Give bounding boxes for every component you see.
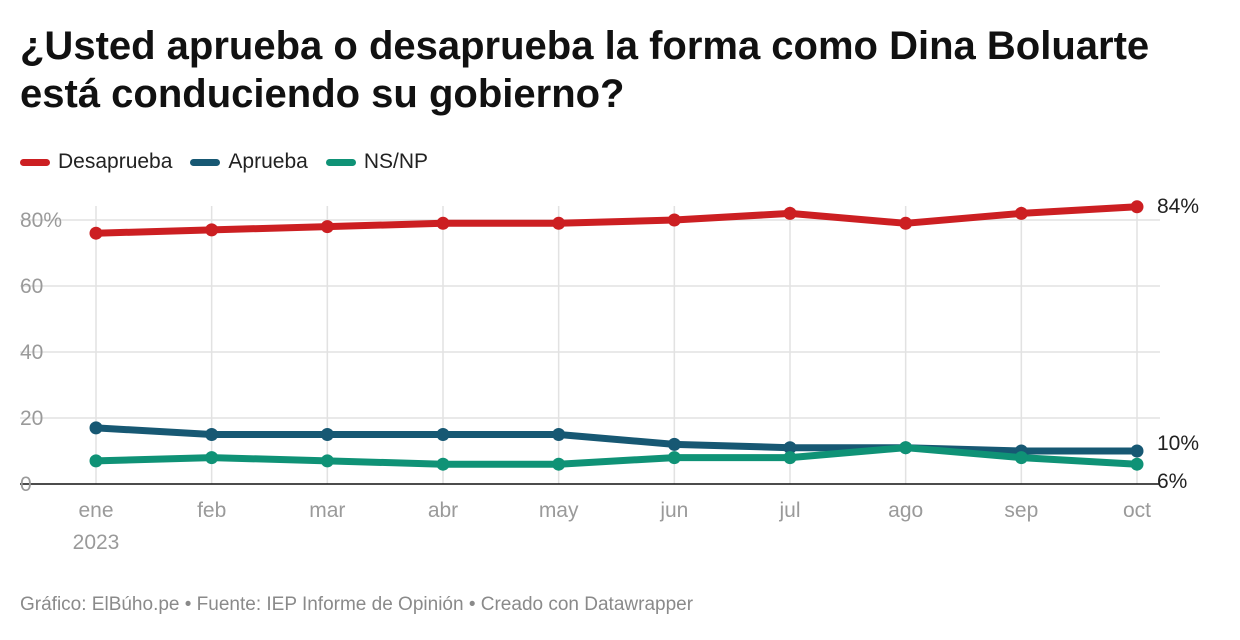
end-label-aprueba: 10% <box>1157 432 1199 455</box>
data-point-desaprueba <box>667 213 681 227</box>
data-point-desaprueba <box>320 220 334 234</box>
x-year-label: 2023 <box>73 531 120 554</box>
legend-swatch-nsnp <box>325 158 356 166</box>
y-tick-label: 80% <box>20 209 62 232</box>
data-point-nsnp <box>667 451 681 465</box>
x-tick-label-ago: ago <box>888 499 923 522</box>
legend-item-desaprueba: Desaprueba <box>20 150 172 174</box>
data-point-desaprueba <box>552 216 566 230</box>
data-point-aprueba <box>1130 444 1144 458</box>
legend-item-nsnp: NS/NP <box>325 150 429 174</box>
x-tick-label-feb: feb <box>197 499 226 522</box>
data-point-nsnp <box>899 441 913 455</box>
data-point-aprueba <box>436 428 450 441</box>
data-point-nsnp <box>436 457 450 471</box>
footer-credits: Gráfico: ElBúho.pe • Fuente: IEP Informe… <box>20 594 694 615</box>
data-point-desaprueba <box>1014 206 1028 220</box>
x-tick-label-jul: jul <box>778 499 800 522</box>
data-point-aprueba <box>89 421 103 435</box>
line-chart: 80% 60 40 20 0 ene feb mar abr may jun jul ago sep oct… <box>20 195 1199 554</box>
data-point-aprueba <box>320 428 334 441</box>
x-tick-label-jun: jun <box>659 499 688 522</box>
end-label-desaprueba: 84% <box>1157 195 1199 218</box>
x-tick-label-oct: oct <box>1123 499 1151 522</box>
data-point-nsnp <box>783 451 797 465</box>
x-tick-label-abr: abr <box>428 499 458 522</box>
data-point-aprueba <box>552 428 566 441</box>
y-tick-label: 0 <box>20 473 32 496</box>
data-point-desaprueba <box>89 226 103 240</box>
data-point-nsnp <box>552 457 566 471</box>
legend-item-aprueba: Aprueba <box>190 150 308 174</box>
data-point-nsnp <box>1014 451 1028 465</box>
legend: Desaprueba Aprueba NS/NP <box>20 148 446 176</box>
chart-title: ¿Usted aprueba o desaprueba la forma com… <box>20 24 1150 116</box>
y-tick-label: 40 <box>20 341 43 364</box>
end-label-nsnp: 6% <box>1157 470 1187 493</box>
legend-swatch-aprueba <box>190 158 221 166</box>
data-point-nsnp <box>320 454 334 468</box>
legend-label-aprueba: Aprueba <box>228 150 308 173</box>
data-point-desaprueba <box>1130 200 1144 214</box>
legend-label-nsnp: NS/NP <box>363 150 429 173</box>
legend-label-desaprueba: Desaprueba <box>58 150 173 173</box>
series-line-nsnp <box>92 444 1141 468</box>
x-tick-label-mar: mar <box>309 499 345 522</box>
data-point-nsnp <box>205 451 219 465</box>
data-point-nsnp <box>89 454 103 468</box>
data-point-desaprueba <box>899 216 913 230</box>
data-point-desaprueba <box>436 216 450 230</box>
legend-swatch-desaprueba <box>20 158 50 166</box>
series-line-desaprueba <box>92 203 1141 237</box>
data-point-aprueba <box>667 437 681 451</box>
x-tick-label-sep: sep <box>1004 499 1038 522</box>
x-tick-label-ene: ene <box>78 499 113 522</box>
data-point-nsnp <box>1130 457 1144 471</box>
data-point-desaprueba <box>783 206 797 220</box>
y-tick-label: 60 <box>20 275 43 298</box>
y-tick-label: 20 <box>20 407 43 430</box>
data-point-aprueba <box>205 428 219 441</box>
x-tick-label-may: may <box>539 499 579 522</box>
series-line-aprueba <box>92 424 1141 455</box>
data-point-desaprueba <box>205 223 219 237</box>
data-point-aprueba <box>783 441 797 455</box>
